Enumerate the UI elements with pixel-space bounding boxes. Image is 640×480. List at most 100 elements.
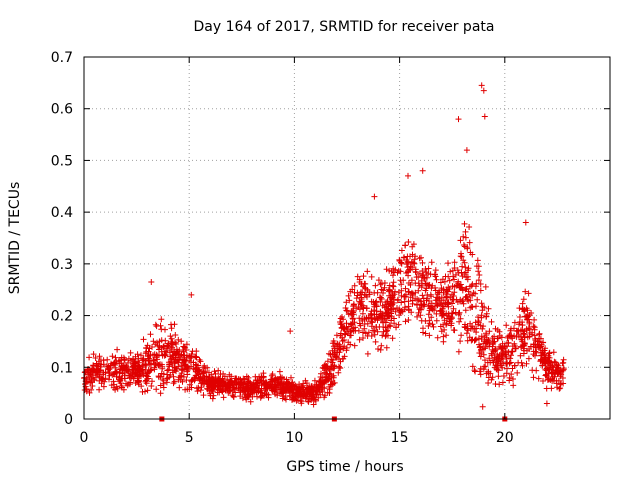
data-point	[160, 380, 167, 387]
data-point	[507, 359, 514, 366]
data-point	[460, 257, 467, 264]
data-point	[428, 293, 435, 300]
data-point	[151, 364, 158, 371]
data-point	[466, 224, 473, 230]
data-point	[188, 378, 195, 385]
data-point	[312, 397, 319, 404]
data-point	[153, 323, 160, 330]
data-point	[468, 337, 475, 344]
data-point	[412, 253, 419, 260]
data-point	[458, 332, 465, 339]
data-point	[319, 384, 326, 391]
data-point	[377, 281, 384, 288]
data-point	[285, 385, 292, 392]
data-point	[391, 320, 398, 327]
data-point	[209, 388, 216, 395]
data-point	[474, 296, 481, 303]
data-point	[139, 388, 146, 395]
data-point	[405, 317, 412, 323]
data-point	[143, 380, 150, 387]
data-point	[351, 342, 358, 349]
data-point	[260, 374, 267, 381]
data-point	[475, 268, 482, 275]
data-point	[476, 368, 483, 375]
data-point	[485, 305, 492, 312]
data-point	[531, 316, 538, 323]
data-point	[143, 372, 150, 379]
data-point	[474, 257, 481, 264]
data-point	[97, 357, 104, 363]
data-point	[333, 332, 340, 339]
data-point	[443, 332, 450, 339]
data-point	[167, 372, 174, 378]
data-point	[402, 304, 408, 311]
data-point	[200, 369, 207, 376]
data-point	[386, 322, 393, 329]
data-point	[204, 386, 211, 393]
data-point	[433, 276, 440, 283]
data-point	[444, 294, 451, 301]
data-point	[392, 266, 399, 273]
data-point	[504, 343, 510, 350]
data-point	[297, 397, 304, 404]
data-point	[498, 334, 505, 341]
data-point	[450, 305, 457, 312]
data-point	[462, 234, 469, 241]
data-point	[146, 357, 153, 364]
data-point	[546, 366, 553, 373]
data-point	[460, 300, 467, 307]
data-point	[560, 366, 567, 373]
data-point	[465, 265, 472, 272]
data-point	[374, 328, 381, 335]
data-point	[531, 332, 538, 339]
data-point	[461, 220, 468, 227]
data-point	[193, 364, 200, 371]
data-point	[455, 348, 462, 355]
data-point	[218, 387, 225, 394]
data-point	[463, 147, 470, 154]
data-point	[468, 282, 475, 289]
data-point	[516, 333, 522, 340]
data-point	[559, 367, 566, 374]
data-point	[456, 318, 463, 325]
data-point	[449, 291, 455, 298]
data-points	[81, 82, 567, 410]
data-point	[415, 309, 422, 316]
data-point	[477, 287, 484, 294]
data-point	[219, 378, 226, 385]
data-point	[142, 378, 149, 385]
data-point	[373, 324, 379, 331]
data-point	[83, 388, 90, 395]
data-point	[396, 307, 403, 314]
x-tick-label: 20	[496, 430, 514, 446]
data-point	[432, 297, 439, 304]
data-point	[321, 394, 328, 401]
data-point	[122, 375, 128, 382]
data-point	[359, 317, 366, 324]
y-tick-label: 0.3	[51, 257, 73, 273]
data-point	[470, 289, 477, 296]
data-point	[476, 341, 482, 348]
data-point	[462, 264, 469, 271]
data-point	[478, 312, 485, 319]
data-point	[516, 314, 523, 320]
data-point	[375, 346, 381, 352]
data-point	[323, 371, 330, 378]
data-point	[381, 280, 388, 286]
data-point	[542, 360, 549, 367]
data-point	[243, 373, 250, 380]
data-point	[445, 301, 451, 308]
data-point	[148, 279, 155, 285]
data-point	[170, 380, 177, 387]
data-point	[451, 265, 458, 271]
data-point	[97, 363, 104, 370]
data-point	[551, 358, 558, 365]
data-point	[422, 318, 429, 324]
data-point	[176, 384, 183, 391]
data-point	[478, 82, 485, 89]
data-point	[475, 277, 482, 284]
data-point	[230, 394, 237, 400]
data-point	[452, 271, 459, 278]
data-point	[509, 348, 516, 355]
data-point	[525, 355, 532, 362]
